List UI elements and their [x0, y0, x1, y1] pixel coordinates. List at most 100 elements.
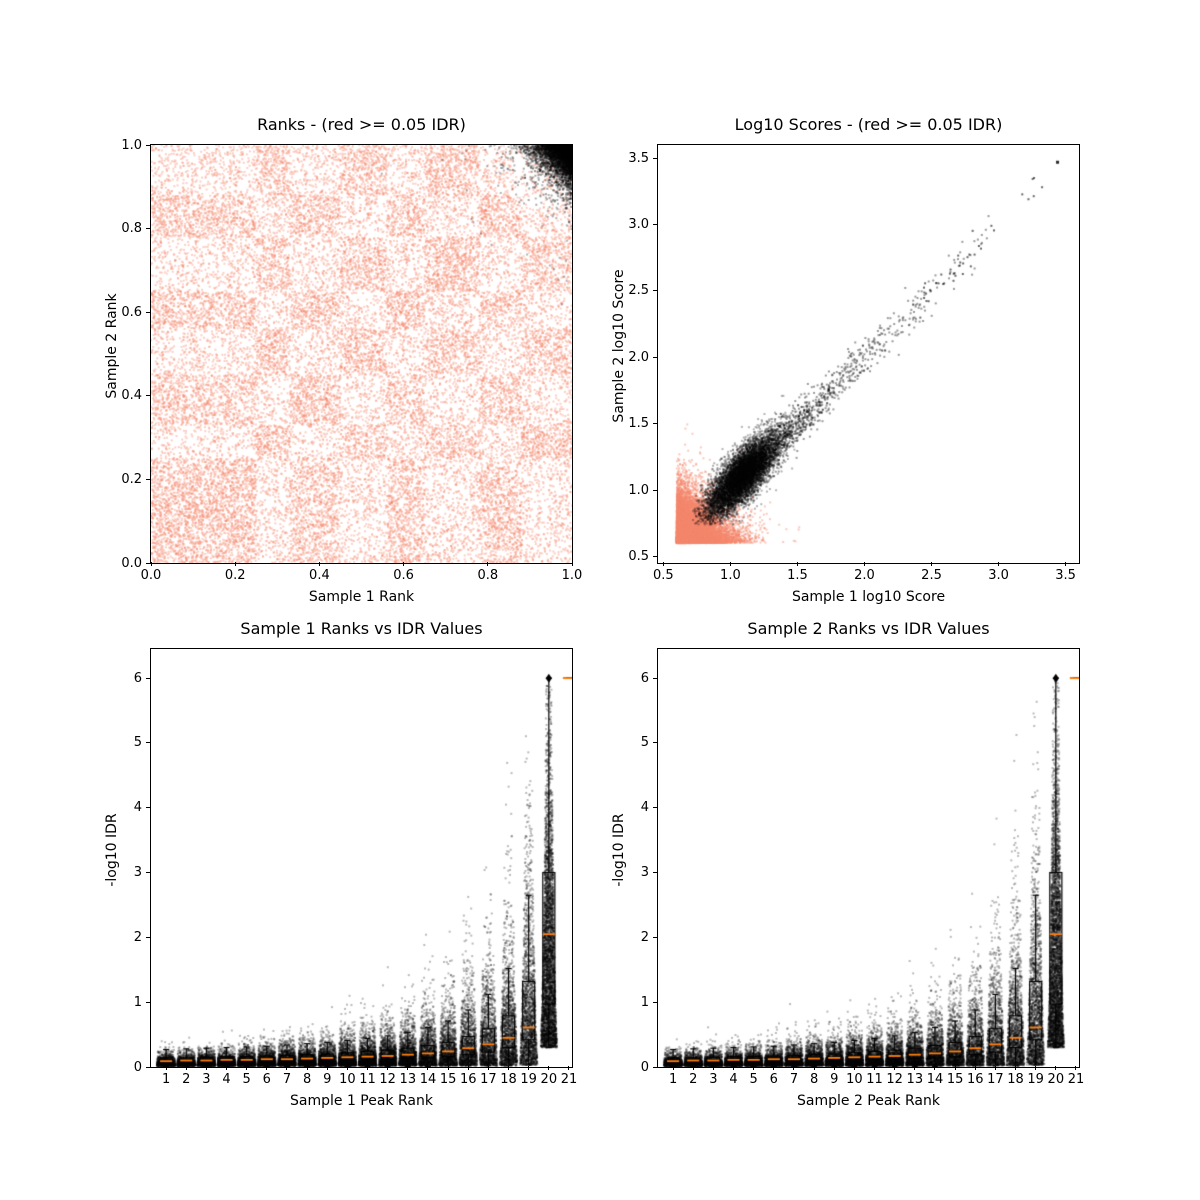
sample2-idr-plot-area	[657, 648, 1080, 1068]
x-tick-mark	[796, 562, 798, 566]
y-tick-mark	[146, 311, 150, 313]
x-tick-mark	[998, 562, 1000, 566]
x-tick-mark	[246, 1066, 248, 1070]
x-tick-label: 8	[809, 1072, 819, 1087]
x-tick-label: 19	[520, 1072, 537, 1087]
x-tick-label: 15	[439, 1072, 457, 1087]
x-tick-mark	[753, 1066, 755, 1070]
x-tick-mark	[974, 1066, 976, 1070]
x-tick-label: 2.0	[854, 568, 875, 583]
x-tick-mark	[528, 1066, 530, 1070]
x-tick-label: 0.0	[140, 568, 162, 583]
y-tick-mark	[653, 677, 657, 679]
y-tick-label: 3.5	[628, 150, 649, 166]
ranks-plot-area	[150, 144, 573, 564]
sample1-idr-plot-title: Sample 1 Ranks vs IDR Values	[240, 619, 483, 638]
x-tick-mark	[954, 1066, 956, 1070]
x-tick-label: 1.0	[561, 568, 583, 583]
y-tick-mark	[653, 423, 657, 425]
y-tick-label: 1.5	[628, 416, 649, 432]
x-tick-label: 17	[987, 1072, 1004, 1087]
x-tick-label: 15	[946, 1072, 964, 1087]
x-tick-label: 0.5	[653, 568, 674, 583]
x-tick-label: 9	[830, 1072, 839, 1087]
x-tick-mark	[568, 1066, 570, 1070]
y-tick-label: 6	[133, 670, 142, 686]
x-tick-label: 2.5	[921, 568, 942, 583]
x-tick-mark	[487, 562, 489, 566]
y-tick-label: 3	[133, 865, 142, 881]
x-tick-label: 6	[262, 1072, 271, 1087]
x-tick-label: 3.5	[1055, 568, 1076, 583]
y-tick-mark	[146, 478, 150, 480]
x-tick-label: 20	[1047, 1072, 1065, 1087]
x-tick-label: 13	[399, 1072, 417, 1087]
x-tick-mark	[712, 1066, 714, 1070]
x-tick-label: 1.5	[787, 568, 808, 583]
x-tick-label: 0.2	[224, 568, 246, 583]
x-tick-mark	[1075, 1066, 1077, 1070]
y-tick-label: 0.0	[121, 555, 142, 571]
x-tick-label: 2	[182, 1072, 191, 1087]
ranks-yaxis-label: Sample 2 Rank	[104, 293, 120, 399]
x-tick-mark	[467, 1066, 469, 1070]
x-tick-label: 4	[729, 1072, 738, 1087]
x-tick-mark	[1015, 1066, 1017, 1070]
y-tick-label: 0.8	[121, 221, 142, 237]
x-tick-mark	[931, 562, 933, 566]
x-tick-label: 0.6	[393, 568, 414, 583]
x-tick-mark	[286, 1066, 288, 1070]
y-tick-mark	[653, 157, 657, 159]
y-tick-label: 1	[133, 994, 142, 1010]
x-tick-label: 4	[222, 1072, 231, 1087]
y-tick-label: 0.6	[121, 304, 142, 320]
ranks-plot-title: Ranks - (red >= 0.05 IDR)	[257, 115, 466, 134]
x-tick-label: 0.4	[309, 568, 330, 583]
x-tick-mark	[934, 1066, 936, 1070]
x-tick-mark	[548, 1066, 550, 1070]
y-tick-mark	[653, 489, 657, 491]
y-tick-mark	[653, 290, 657, 292]
y-tick-mark	[146, 228, 150, 230]
x-tick-mark	[346, 1066, 348, 1070]
scores-xaxis-label: Sample 1 log10 Score	[791, 589, 946, 605]
x-tick-label: 18	[500, 1072, 517, 1087]
sample2-idr-xaxis-label: Sample 2 Peak Rank	[797, 1093, 940, 1109]
x-tick-mark	[863, 562, 865, 566]
x-tick-mark	[793, 1066, 795, 1070]
y-tick-label: 5	[640, 735, 649, 751]
x-tick-mark	[672, 1066, 674, 1070]
x-tick-mark	[853, 1066, 855, 1070]
x-tick-mark	[407, 1066, 409, 1070]
y-tick-label: 3.0	[628, 217, 649, 233]
x-tick-label: 2	[689, 1072, 698, 1087]
x-tick-mark	[662, 562, 664, 566]
y-tick-mark	[146, 936, 150, 938]
y-tick-mark	[653, 807, 657, 809]
x-tick-mark	[729, 562, 731, 566]
x-tick-mark	[733, 1066, 735, 1070]
x-tick-mark	[226, 1066, 228, 1070]
x-tick-label: 11	[359, 1072, 376, 1087]
x-tick-label: 19	[1027, 1072, 1044, 1087]
y-tick-mark	[653, 936, 657, 938]
x-tick-label: 14	[926, 1072, 944, 1087]
x-tick-label: 21	[560, 1072, 578, 1087]
y-tick-label: 6	[640, 670, 649, 686]
x-tick-label: 1.0	[720, 568, 741, 583]
y-tick-mark	[653, 356, 657, 358]
x-tick-mark	[773, 1066, 775, 1070]
x-tick-mark	[306, 1066, 308, 1070]
y-tick-mark	[653, 872, 657, 874]
sample1-idr-xaxis-label: Sample 1 Peak Rank	[290, 1093, 433, 1109]
x-tick-label: 3	[709, 1072, 718, 1087]
x-tick-label: 7	[282, 1072, 292, 1087]
x-tick-mark	[692, 1066, 694, 1070]
x-tick-label: 21	[1067, 1072, 1085, 1087]
y-tick-mark	[146, 807, 150, 809]
x-tick-label: 5	[242, 1072, 251, 1087]
x-tick-mark	[813, 1066, 815, 1070]
y-tick-mark	[146, 1001, 150, 1003]
x-tick-label: 18	[1007, 1072, 1024, 1087]
x-tick-mark	[914, 1066, 916, 1070]
